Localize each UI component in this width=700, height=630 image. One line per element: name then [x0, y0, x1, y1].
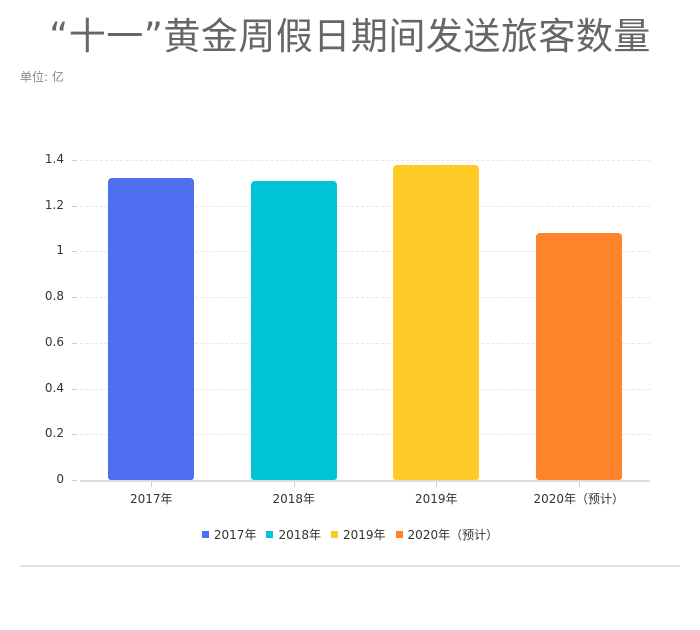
y-tick-label: 1.4	[44, 152, 64, 166]
x-tick	[436, 482, 438, 487]
y-tick	[72, 480, 77, 481]
unit-label: 单位: 亿	[20, 70, 64, 84]
y-tick-label: 1	[56, 243, 64, 258]
bar-3[interactable]	[393, 164, 480, 480]
divider	[20, 565, 680, 567]
y-tick-label: 0	[56, 472, 64, 486]
x-tick	[293, 482, 295, 487]
bar-1[interactable]	[108, 178, 195, 480]
chart-title: “十一”黄金周假日期间发送旅客数量	[49, 15, 651, 58]
legend-item[interactable]: 2017年	[201, 526, 257, 543]
legend-item[interactable]: 2019年	[331, 526, 386, 543]
gridline	[80, 205, 650, 207]
y-tick	[72, 297, 77, 299]
gridline	[80, 251, 650, 253]
gridline	[80, 297, 650, 299]
y-tick-label: 0.2	[44, 426, 64, 441]
legend-swatch-icon	[331, 531, 338, 538]
y-tick	[72, 160, 77, 161]
legend: 2017年 2018年 2019年 2020年（预计）	[0, 526, 700, 543]
gridline	[80, 160, 650, 161]
gridline	[80, 434, 650, 436]
x-tick-label: 2017年	[129, 492, 173, 506]
y-tick-label: 0.6	[44, 334, 64, 349]
y-tick	[72, 205, 77, 207]
legend-label: 2017年	[213, 528, 257, 542]
legend-item[interactable]: 2018年	[266, 526, 321, 543]
x-tick	[151, 482, 153, 487]
gridline	[80, 388, 650, 390]
x-tick-label: 2018年	[272, 492, 316, 506]
bar-4[interactable]	[535, 233, 622, 480]
x-tick-label: 2019年	[414, 492, 458, 506]
legend-swatch-icon	[266, 531, 274, 538]
y-tick	[72, 251, 77, 253]
legend-swatch-icon	[395, 531, 403, 538]
y-tick	[72, 434, 77, 436]
legend-label: 2020年（预计）	[407, 528, 499, 542]
legend-label: 2018年	[278, 528, 321, 542]
y-tick-label: 0.4	[44, 380, 64, 395]
x-axis-line	[80, 480, 650, 482]
legend-swatch-icon	[201, 531, 209, 538]
y-tick-label: 0.8	[44, 289, 64, 304]
bar-2[interactable]	[250, 180, 337, 480]
legend-label: 2019年	[343, 528, 386, 542]
x-tick-label: 2020年（预计）	[533, 492, 625, 506]
legend-item[interactable]: 2020年（预计）	[395, 526, 499, 543]
y-tick	[72, 342, 77, 344]
x-tick	[578, 482, 580, 487]
y-tick-label: 1.2	[44, 197, 64, 212]
gridline	[80, 342, 650, 344]
plot-area: 0 0.2 0.4 0.6 0.8 1 1.2 1.4 2017年 2018年 2019年 2020年…	[45, 152, 650, 506]
y-tick	[72, 388, 77, 390]
